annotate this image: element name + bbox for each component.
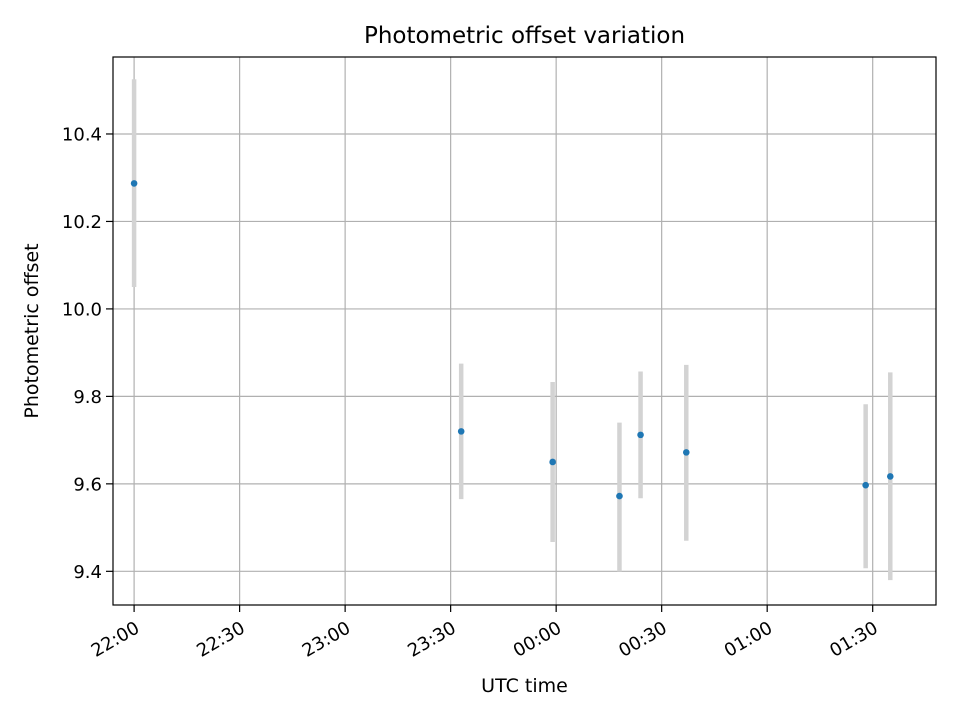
grid-lines xyxy=(113,57,936,605)
data-point xyxy=(682,449,690,456)
data-point xyxy=(130,180,138,187)
y-tick-label: 9.8 xyxy=(73,387,102,408)
data-points xyxy=(130,180,894,500)
y-axis-ticks: 9.4 9.6 9.8 10.0 10.2 10.4 xyxy=(62,124,113,583)
y-tick-label: 10.2 xyxy=(62,212,102,233)
data-point xyxy=(457,428,465,435)
data-point xyxy=(616,492,623,500)
data-point xyxy=(862,481,869,489)
data-point xyxy=(886,473,894,480)
data-point xyxy=(637,431,644,439)
x-axis-label: UTC time xyxy=(481,675,568,697)
y-tick-label: 10.0 xyxy=(62,299,102,320)
plot-area-frame xyxy=(112,56,937,606)
y-tick-label: 10.4 xyxy=(62,124,102,145)
data-point xyxy=(549,458,556,466)
chart-title: Photometric offset variation xyxy=(364,23,685,49)
y-tick-label: 9.6 xyxy=(73,474,102,495)
y-axis-label: Photometric offset xyxy=(21,243,43,418)
y-tick-label: 9.4 xyxy=(73,562,102,583)
